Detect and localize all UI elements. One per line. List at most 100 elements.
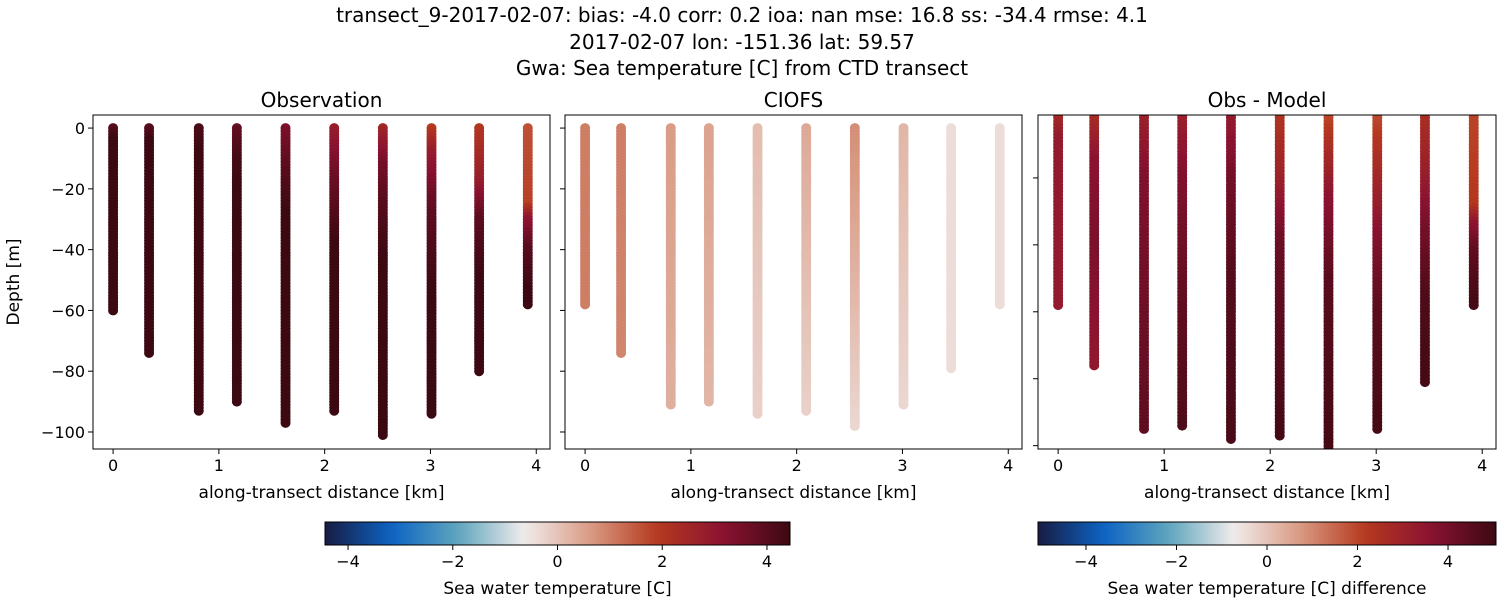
- profile-7: [426, 123, 437, 419]
- figure-title-location: 2017-02-07 lon: -151.36 lat: 59.57: [569, 30, 915, 54]
- profile-0: [108, 123, 119, 316]
- x-axis-label: along-transect distance [km]: [671, 483, 917, 503]
- colorbar-tick-label: 2: [657, 552, 667, 571]
- data-points: [580, 123, 1005, 431]
- figure-title-variable: Gwa: Sea temperature [C] from CTD transe…: [515, 56, 969, 80]
- data-point: [474, 366, 485, 377]
- profile-3: [703, 123, 714, 407]
- profile-5: [801, 123, 812, 416]
- colorbar-tick-label: −4: [336, 552, 360, 571]
- profile-5: [329, 123, 340, 416]
- data-point: [231, 396, 242, 407]
- colorbar-2: [1037, 521, 1497, 550]
- y-axis-label: Depth [m]: [4, 238, 24, 325]
- data-point: [329, 405, 340, 416]
- data-point: [1089, 360, 1100, 371]
- data-point: [849, 420, 860, 431]
- profile-9: [994, 123, 1005, 310]
- y-tick-label: −40: [51, 241, 85, 260]
- data-point: [1374, 115, 1381, 116]
- data-point: [1470, 115, 1477, 116]
- profile-6: [377, 123, 388, 441]
- panel-observation: [88, 114, 551, 454]
- colorbar-tick-label: 4: [1443, 552, 1453, 571]
- x-tick-label: 1: [1159, 456, 1169, 475]
- panel-ciofs: [560, 114, 1023, 454]
- data-point: [144, 347, 155, 358]
- data-point: [193, 405, 204, 416]
- axes-frame: [92, 114, 551, 450]
- data-point: [1177, 420, 1188, 431]
- data-point: [616, 347, 627, 358]
- profile-9: [522, 123, 533, 310]
- x-tick-label: 0: [580, 456, 590, 475]
- data-point: [1372, 423, 1383, 434]
- data-point: [1055, 115, 1062, 116]
- data-point: [522, 299, 533, 310]
- profile-7: [898, 123, 909, 410]
- data-point: [665, 399, 676, 410]
- x-tick-label: 4: [531, 456, 541, 475]
- data-point: [703, 396, 714, 407]
- profile-0: [1053, 115, 1064, 311]
- profile-6: [1323, 115, 1334, 449]
- data-point: [377, 430, 388, 441]
- data-point: [1274, 430, 1285, 441]
- profile-3: [1177, 115, 1188, 431]
- x-tick-label: 4: [1477, 456, 1487, 475]
- colorbar-tick-label: 4: [762, 552, 772, 571]
- profile-4: [1225, 115, 1236, 444]
- colorbar-tick-label: −4: [1074, 552, 1098, 571]
- profile-4: [752, 123, 763, 419]
- profile-2: [665, 123, 676, 410]
- x-tick-label: 3: [425, 456, 435, 475]
- profile-9: [1468, 115, 1479, 311]
- colorbar-gradient: [1037, 521, 1497, 546]
- x-tick-label: 2: [320, 456, 330, 475]
- panel-title: Obs - Model: [1208, 88, 1327, 112]
- profile-1: [144, 123, 155, 358]
- profile-1: [1089, 115, 1100, 371]
- profile-3: [231, 123, 242, 407]
- data-point: [426, 408, 437, 419]
- data-point: [280, 417, 291, 428]
- x-tick-label: 4: [1003, 456, 1013, 475]
- colorbar-gradient: [324, 521, 791, 546]
- data-point: [1141, 115, 1147, 116]
- data-point: [1179, 115, 1186, 116]
- data-point: [1468, 300, 1479, 311]
- data-point: [946, 363, 957, 374]
- panel-title: Observation: [261, 88, 383, 112]
- data-point: [1419, 377, 1430, 388]
- profile-6: [849, 123, 860, 431]
- y-tick-label: −60: [51, 301, 85, 320]
- x-tick-label: 2: [1265, 456, 1275, 475]
- colorbar-tick-label: 0: [1262, 552, 1272, 571]
- colorbar-label: Sea water temperature [C]: [443, 579, 671, 599]
- y-tick-label: −20: [51, 180, 85, 199]
- data-point: [108, 305, 119, 316]
- x-tick-label: 0: [1053, 456, 1063, 475]
- colorbar-tick-label: −2: [441, 552, 465, 571]
- data-point: [1323, 444, 1334, 449]
- profile-1: [616, 123, 627, 358]
- colorbar-tick-label: 2: [1352, 552, 1362, 571]
- panel-title: CIOFS: [764, 88, 823, 112]
- profile-5: [1274, 115, 1285, 441]
- figure-title-stats: transect_9-2017-02-07: bias: -4.0 corr: …: [336, 3, 1148, 27]
- data-point: [1091, 115, 1098, 116]
- profile-4: [280, 123, 291, 428]
- data-point: [898, 399, 909, 410]
- colorbar-tick-label: 0: [552, 552, 562, 571]
- data-point: [994, 299, 1005, 310]
- panel-obs-model: [1033, 114, 1497, 454]
- data-point: [1225, 433, 1236, 444]
- profile-7: [1372, 115, 1383, 434]
- data-point: [752, 408, 763, 419]
- x-tick-label: 2: [792, 456, 802, 475]
- data-point: [1139, 423, 1150, 434]
- profile-8: [946, 123, 957, 374]
- profile-8: [474, 123, 485, 377]
- x-axis-label: along-transect distance [km]: [1144, 483, 1390, 503]
